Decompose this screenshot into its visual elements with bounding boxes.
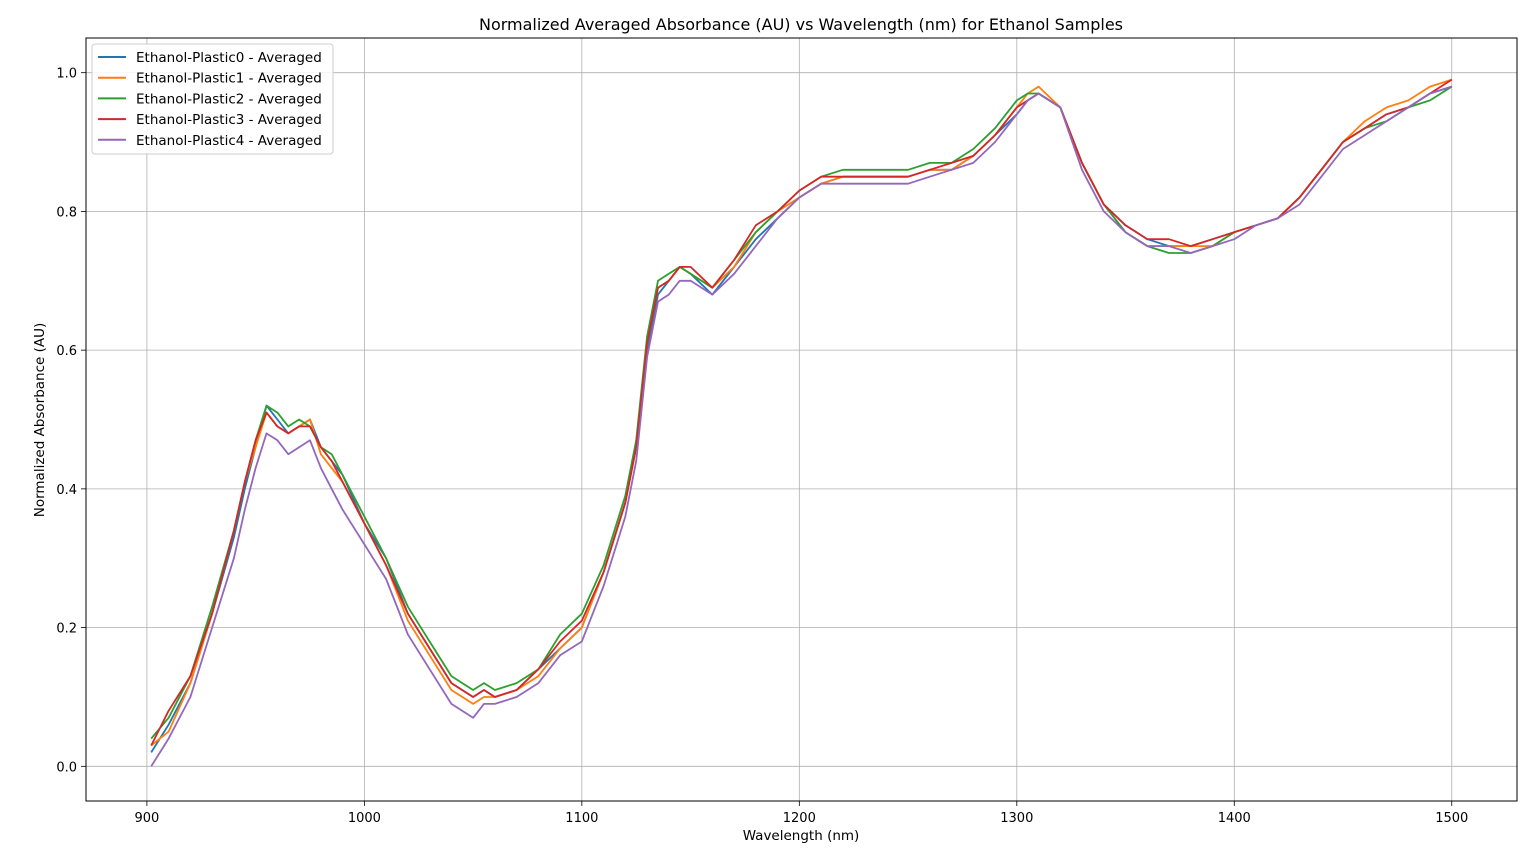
x-tick-label: 1200 xyxy=(783,811,816,826)
legend-label-1: Ethanol-Plastic1 - Averaged xyxy=(136,71,322,87)
y-tick-label: 0.4 xyxy=(56,483,77,498)
x-tick-label: 1500 xyxy=(1435,811,1468,826)
ticks-group: 900 1000 1100 1200 1300 1400 1500 0.0 0.2 0.4 0.6 0… xyxy=(56,67,1468,826)
series-group xyxy=(150,78,1453,767)
legend: Ethanol-Plastic0 - Averaged Ethanol-Plast… xyxy=(91,43,334,155)
y-tick-label: 0.0 xyxy=(56,760,77,775)
y-tick-label: 1.0 xyxy=(56,67,77,82)
y-tick-label: 0.6 xyxy=(56,344,77,359)
x-tick-label: 1400 xyxy=(1218,811,1251,826)
x-tick-label: 1000 xyxy=(348,811,381,826)
x-tick-label: 1100 xyxy=(565,811,598,826)
series-line-4 xyxy=(150,85,1453,767)
chart-title: Normalized Averaged Absorbance (AU) vs W… xyxy=(479,15,1123,34)
legend-label-0: Ethanol-Plastic0 - Averaged xyxy=(136,50,322,66)
x-tick-label: 900 xyxy=(134,811,159,826)
legend-label-3: Ethanol-Plastic3 - Averaged xyxy=(136,112,322,128)
legend-label-4: Ethanol-Plastic4 - Averaged xyxy=(136,133,322,149)
plot-frame xyxy=(85,37,1518,802)
series-line-3 xyxy=(150,78,1453,746)
y-axis-label: Normalized Absorbance (AU) xyxy=(32,323,48,518)
y-tick-label: 0.2 xyxy=(56,622,77,637)
legend-label-2: Ethanol-Plastic2 - Averaged xyxy=(136,91,322,107)
x-tick-label: 1300 xyxy=(1000,811,1033,826)
legend-box xyxy=(91,43,334,155)
x-axis-label: Wavelength (nm) xyxy=(743,828,860,844)
grid-group xyxy=(86,38,1517,801)
y-tick-label: 0.8 xyxy=(56,205,77,220)
